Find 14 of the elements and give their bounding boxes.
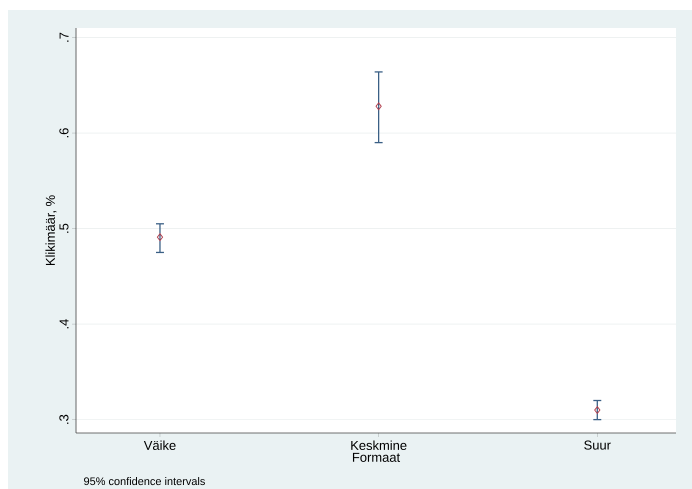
x-axis-title: Formaat (352, 452, 400, 462)
y-tick-label: .5 (59, 224, 68, 233)
x-tick-label: Suur (584, 440, 611, 450)
y-tick-label: .7 (60, 32, 69, 42)
y-tick-label: .4 (60, 319, 69, 328)
y-tick-label: .6 (59, 128, 68, 138)
x-tick-label: Väike (144, 440, 176, 450)
y-tick-label: .3 (59, 414, 68, 424)
y-axis-title: Klikimäär, % (45, 195, 56, 266)
point (156, 233, 164, 242)
point (594, 406, 600, 414)
point (376, 102, 382, 110)
text: 95% confidence intervals (84, 477, 205, 486)
x-tick-label: Keskmine (351, 440, 406, 450)
